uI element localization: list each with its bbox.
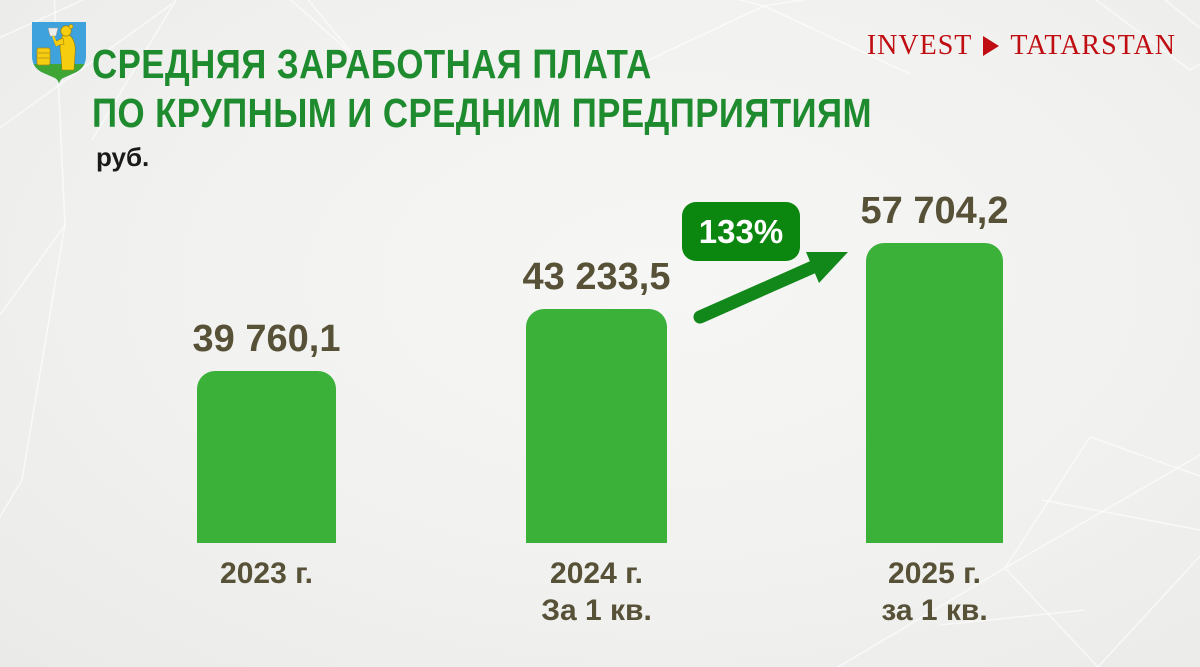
bar-value-label-2025: 57 704,2	[860, 190, 1009, 232]
slide-title: СРЕДНЯЯ ЗАРАБОТНАЯ ПЛАТА ПО КРУПНЫМ И СР…	[92, 40, 872, 138]
growth-badge: 133%	[682, 202, 800, 261]
bar-value-label-2023: 39 760,1	[192, 318, 341, 360]
bar-2023	[197, 371, 336, 543]
brand-word-tatarstan: TATARSTAN	[1010, 30, 1176, 61]
bar-2025	[866, 243, 1003, 543]
bar-category-label-2024: 2024 г. За 1 кв.	[541, 555, 652, 629]
bar-group-2024: 43 233,5 2024 г. За 1 кв.	[523, 256, 671, 627]
brand-word-invest: INVEST	[866, 30, 973, 61]
invest-tatarstan-logo: INVEST TATARSTAN	[867, 30, 1176, 62]
bar-2024	[526, 309, 667, 543]
slide-title-line1: СРЕДНЯЯ ЗАРАБОТНАЯ ПЛАТА	[92, 41, 652, 87]
category-line1: 2023 г.	[220, 557, 313, 590]
bar-group-2023: 39 760,1 2023 г.	[193, 318, 341, 590]
category-line2: за 1 кв.	[881, 594, 988, 627]
coat-of-arms-bear-icon	[32, 22, 86, 84]
category-line1: 2025 г.	[888, 557, 981, 590]
bar-category-label-2023: 2023 г.	[220, 555, 313, 592]
category-line1: 2024 г.	[550, 557, 643, 590]
play-triangle-icon	[983, 36, 1000, 56]
bar-value-label-2024: 43 233,5	[522, 256, 671, 298]
bar-group-2025: 57 704,2 2025 г. за 1 кв.	[861, 190, 1009, 627]
category-line2: За 1 кв.	[541, 594, 652, 627]
axis-unit-label: руб.	[96, 142, 150, 172]
slide-title-line2: ПО КРУПНЫМ И СРЕДНИМ ПРЕДПРИЯТИЯМ	[92, 90, 872, 136]
bar-category-label-2025: 2025 г. за 1 кв.	[881, 555, 987, 629]
growth-badge-label: 133%	[698, 212, 784, 250]
